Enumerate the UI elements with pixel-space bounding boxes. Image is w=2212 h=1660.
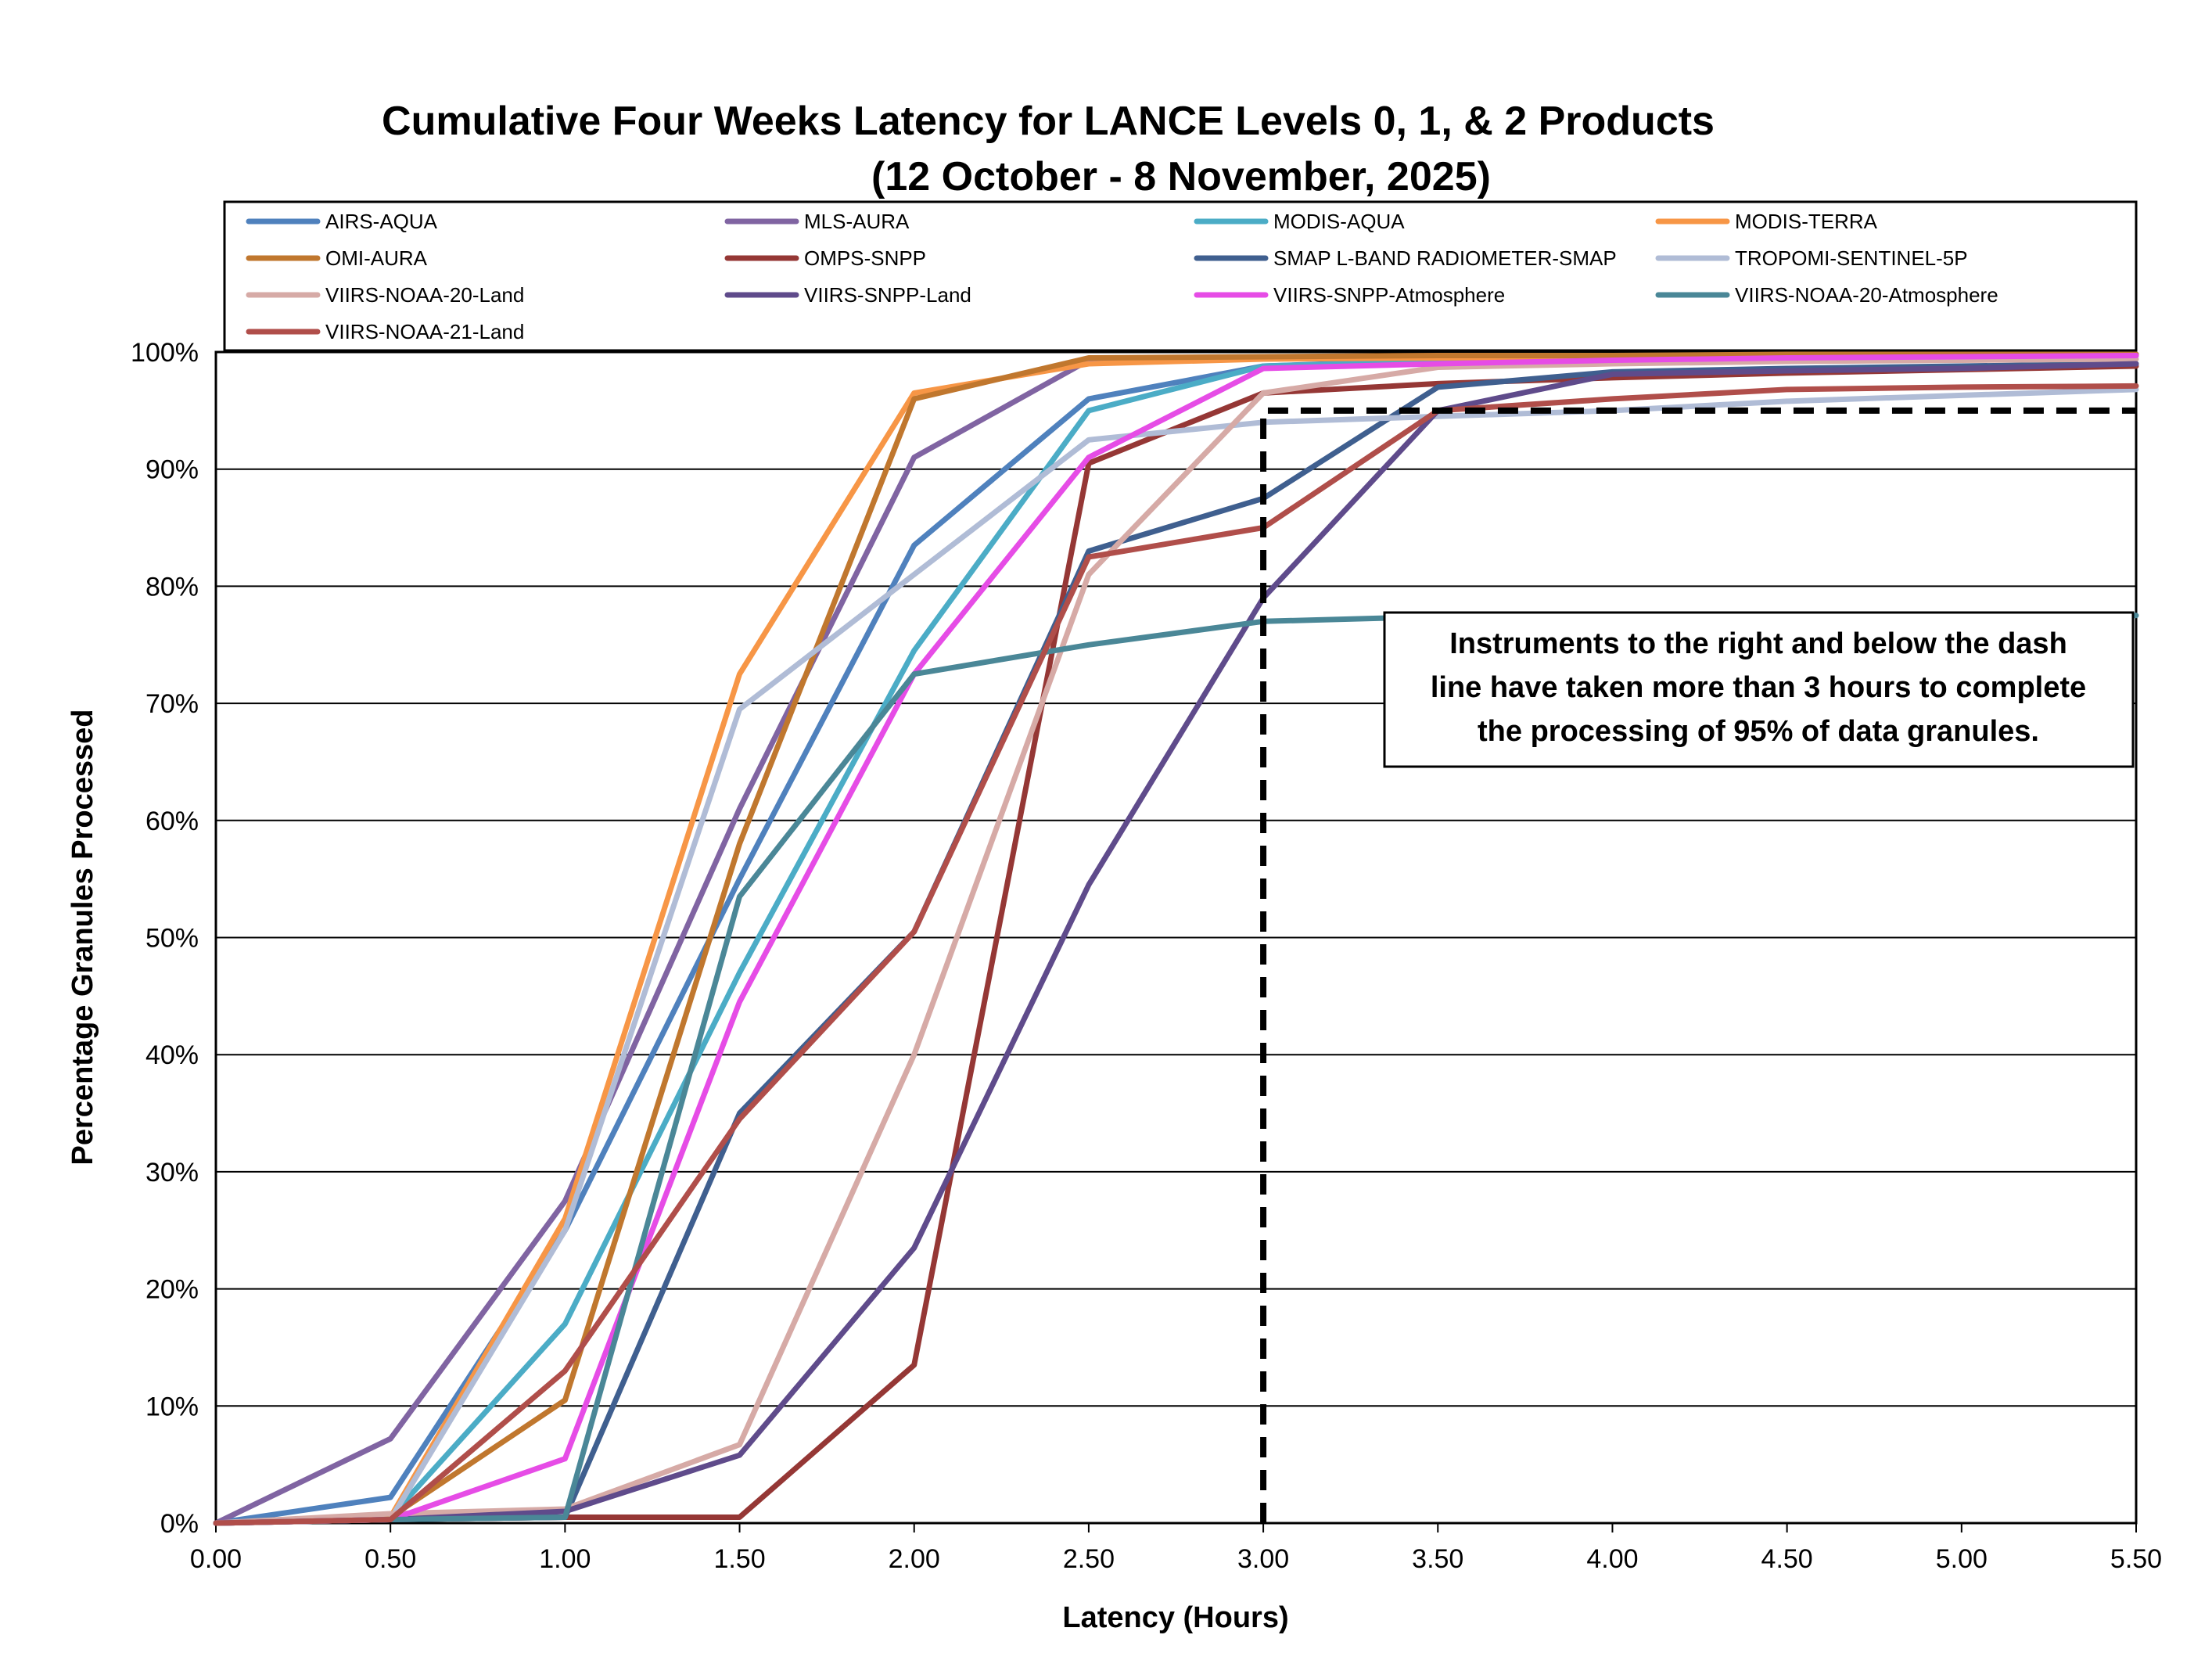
x-tick-label: 2.00 [889,1544,940,1574]
x-tick-label: 0.50 [364,1544,416,1574]
legend-label: VIIRS-NOAA-21-Land [325,320,524,343]
x-tick-label: 4.50 [1761,1544,1813,1574]
threshold-dash-line [1260,407,2136,1523]
plot-area-frame [214,350,2138,1525]
legend-label: VIIRS-SNPP-Land [804,283,971,307]
x-tick-label: 5.50 [2110,1544,2162,1574]
legend-box [223,200,2138,352]
series-line-viirs-noaa-20-land [213,356,2139,1526]
chart-title: Cumulative Four Weeks Latency for LANCE … [382,99,1715,144]
legend-item-tropomi-sentinel-5p: TROPOMI-SENTINEL-5P [1655,246,1968,270]
x-tick-label: 3.00 [1237,1544,1289,1574]
legend-item-viirs-noaa-21-land: VIIRS-NOAA-21-Land [246,320,524,343]
annotation-line-3: the processing of 95% of data granules. [1478,715,2039,748]
y-tick-label: 60% [145,807,199,836]
x-tick-label: 0.00 [190,1544,242,1574]
x-tick-label: 1.00 [539,1544,591,1574]
legend-label: TROPOMI-SENTINEL-5P [1735,246,1968,270]
legend-label: VIIRS-SNPP-Atmosphere [1273,283,1505,307]
chart-subtitle: (12 October - 8 November, 2025) [871,154,1491,199]
x-tick-label: 5.00 [1936,1544,1988,1574]
x-tick-label: 4.00 [1586,1544,1638,1574]
series-line-tropomi-sentinel-5p [213,386,2139,1526]
x-axis-ticks: 0.00 0.50 1.00 1.50 2.00 2.50 3.00 3.50 4.00 4.50… [190,1523,2162,1574]
legend: AIRS-AQUA MLS-AURA MODIS-AQUA MODIS-TERRA OM… [246,210,1998,343]
x-axis-title: Latency (Hours) [1062,1601,1288,1634]
legend-item-viirs-noaa-20-atmosphere: VIIRS-NOAA-20-Atmosphere [1655,283,1998,307]
y-axis-title: Percentage Granules Processed [66,710,99,1166]
y-axis-ticks: 0% 10% 20% 30% 40% 50% 60% 70% 80% 90% 100% [131,338,199,1539]
y-tick-label: 50% [145,924,199,954]
legend-item-omi-aura: OMI-AURA [246,246,428,270]
legend-item-smap-l-band-radiometer-smap: SMAP L-BAND RADIOMETER-SMAP [1194,246,1617,270]
series-line-viirs-snpp-land [213,361,2139,1526]
legend-item-modis-terra: MODIS-TERRA [1655,210,1878,233]
legend-label: OMPS-SNPP [804,246,926,270]
annotation-line-1: Instruments to the right and below the d… [1449,627,2067,660]
legend-item-viirs-snpp-atmosphere: VIIRS-SNPP-Atmosphere [1194,283,1505,307]
annotation-box [1383,611,2135,768]
legend-label: OMI-AURA [325,246,428,270]
legend-item-omps-snpp: OMPS-SNPP [724,246,926,270]
legend-label: MODIS-TERRA [1735,210,1878,233]
y-tick-label: 80% [145,572,199,602]
y-tick-label: 100% [131,338,199,368]
y-tick-label: 30% [145,1158,199,1188]
series-line-viirs-noaa-21-land [213,383,2139,1526]
legend-item-airs-aqua: AIRS-AQUA [246,210,438,233]
legend-label: VIIRS-NOAA-20-Atmosphere [1735,283,1998,307]
legend-item-modis-aqua: MODIS-AQUA [1194,210,1405,233]
x-tick-label: 1.50 [713,1544,765,1574]
legend-label: MODIS-AQUA [1273,210,1405,233]
legend-item-mls-aura: MLS-AURA [724,210,910,233]
y-tick-label: 0% [160,1509,199,1539]
legend-label: VIIRS-NOAA-20-Land [325,283,524,307]
y-tick-label: 10% [145,1392,199,1421]
legend-label: AIRS-AQUA [325,210,438,233]
annotation-line-2: line have taken more than 3 hours to com… [1431,671,2086,704]
x-tick-label: 3.50 [1412,1544,1463,1574]
legend-label: SMAP L-BAND RADIOMETER-SMAP [1273,246,1617,270]
y-tick-label: 70% [145,689,199,719]
legend-item-viirs-noaa-20-land: VIIRS-NOAA-20-Land [246,283,524,307]
x-tick-label: 2.50 [1063,1544,1115,1574]
y-tick-label: 40% [145,1040,199,1070]
y-tick-label: 90% [145,455,199,485]
legend-label: MLS-AURA [804,210,910,233]
series-line-omi-aura [213,351,2139,1526]
legend-item-viirs-snpp-land: VIIRS-SNPP-Land [724,283,971,307]
series-line-viirs-snpp-atmosphere [213,353,2139,1526]
y-tick-label: 20% [145,1275,199,1305]
